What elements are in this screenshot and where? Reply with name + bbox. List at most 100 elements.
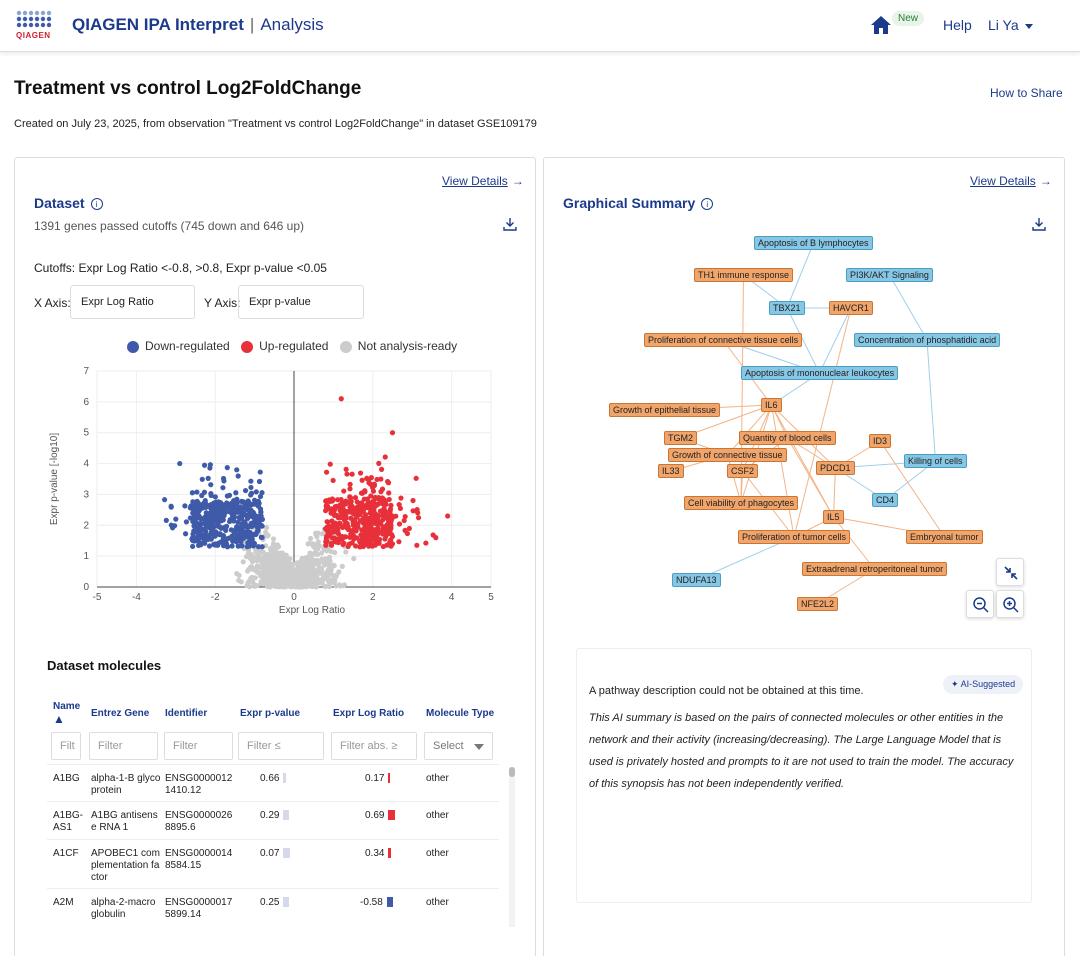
point-up (370, 512, 376, 518)
point-up (344, 471, 350, 477)
col-logratio[interactable]: Expr Log Ratio (333, 708, 405, 719)
network-node[interactable]: IL33 (658, 464, 684, 478)
network-node[interactable]: Apoptosis of B lymphocytes (754, 236, 873, 250)
legend-down[interactable]: Down-regulated (127, 339, 230, 353)
point-down (225, 544, 231, 550)
network-node[interactable]: ID3 (869, 434, 892, 448)
dataset-view-details-link[interactable]: View Details → (442, 174, 524, 188)
network-node[interactable]: Quantity of blood cells (739, 431, 836, 445)
cell-logratio: 0.69 (365, 810, 396, 822)
x-tick-label: 2 (370, 592, 376, 603)
point-down (256, 478, 263, 485)
graphical-view-details-link[interactable]: View Details → (970, 174, 1052, 188)
filter-entrez-input[interactable]: Filter (89, 732, 158, 760)
cell-logratio: -0.58 (360, 897, 393, 909)
filter-logratio-input[interactable]: Filter abs. ≥ (331, 732, 417, 760)
zoom-out-button[interactable] (966, 590, 994, 618)
network-node[interactable]: Cell viability of phagocytes (684, 496, 799, 510)
filter-identifier-input[interactable]: Filter (164, 732, 233, 760)
point-not-ready (308, 535, 314, 542)
pvalue-text: 0.07 (260, 848, 280, 859)
network-node[interactable]: NDUFA13 (672, 573, 721, 587)
filter-moltype-select[interactable]: Select (424, 732, 493, 760)
point-up (325, 524, 331, 531)
y-axis-select[interactable]: Expr p-value (238, 285, 364, 319)
network-node[interactable]: CD4 (872, 493, 899, 507)
network-node[interactable]: CSF2 (727, 464, 759, 478)
network-edge (727, 404, 772, 456)
point-not-ready (326, 554, 333, 561)
point-up (327, 498, 333, 505)
scrollbar-thumb[interactable] (509, 767, 515, 777)
point-down (234, 467, 240, 473)
point-up (349, 471, 355, 477)
point-down (198, 542, 204, 548)
network-node[interactable]: IL5 (823, 510, 844, 524)
table-scrollbar[interactable] (509, 767, 515, 927)
point-down (248, 507, 254, 513)
legend-down-label: Down-regulated (145, 339, 230, 353)
table-row[interactable]: A2M alpha-2-macroglobulin ENSG00000175899.… (47, 888, 499, 931)
point-down (235, 473, 241, 479)
point-not-ready (262, 574, 269, 580)
arrow-right-icon: → (1039, 174, 1052, 188)
network-edge (696, 536, 795, 581)
network-node[interactable]: HAVCR1 (829, 301, 873, 315)
point-up (414, 507, 420, 513)
home-icon[interactable] (870, 15, 892, 35)
volcano-plot[interactable]: -5 -4 -2 0 2 4 5 0 1 2 3 4 5 6 7 Expr Log Ratio Expr p-v… (37, 363, 507, 633)
qiagen-logo[interactable]: QIAGEN (16, 10, 54, 40)
user-menu[interactable]: Li Ya (988, 17, 1033, 33)
network-edge (786, 307, 820, 374)
col-moltype[interactable]: Molecule Type (426, 708, 495, 719)
point-up (375, 496, 381, 502)
table-row[interactable]: A1CF APOBEC1 complementation factor ENSG00… (47, 839, 499, 888)
network-node[interactable]: NFE2L2 (797, 597, 839, 611)
graphical-summary-title: Graphical Summary i (563, 195, 714, 211)
point-up (362, 514, 368, 520)
network-node[interactable]: Extraadrenal retroperitoneal tumor (802, 562, 948, 576)
zoom-in-button[interactable] (996, 590, 1024, 618)
new-badge: New (892, 11, 925, 26)
how-to-share-link[interactable]: How to Share (990, 86, 1063, 100)
network-node[interactable]: Apoptosis of mononuclear leukocytes (741, 366, 899, 380)
network-node[interactable]: Proliferation of connective tissue cells (644, 333, 803, 347)
point-not-ready (313, 550, 319, 556)
network-node[interactable]: TH1 immune response (694, 268, 794, 282)
fit-view-button[interactable] (996, 558, 1024, 586)
download-icon[interactable] (503, 217, 517, 231)
col-pvalue[interactable]: Expr p-value (240, 708, 301, 719)
point-down (242, 487, 249, 494)
col-name[interactable]: Name ▲ (53, 701, 80, 726)
app-name: QIAGEN IPA Interpret (72, 15, 244, 34)
x-axis-select[interactable]: Expr Log Ratio (70, 285, 195, 319)
filter-name-input[interactable]: Filt (51, 732, 81, 760)
col-identifier[interactable]: Identifier (165, 708, 208, 719)
network-node[interactable]: IL6 (761, 398, 782, 412)
point-not-ready (264, 564, 270, 571)
legend-na[interactable]: Not analysis-ready (339, 339, 457, 353)
select-label: Select (433, 740, 464, 752)
network-node[interactable]: Growth of epithelial tissue (609, 403, 721, 417)
help-link[interactable]: Help (943, 17, 972, 33)
network-node[interactable]: PI3K/AKT Signaling (846, 268, 933, 282)
info-icon[interactable]: i (90, 198, 103, 211)
legend-up[interactable]: Up-regulated (241, 339, 328, 353)
view-details-label: View Details (970, 174, 1036, 188)
network-node[interactable]: Killing of cells (904, 454, 967, 468)
x-axis-title: Expr Log Ratio (279, 605, 346, 616)
network-node[interactable]: Embryonal tumor (906, 530, 983, 544)
network-node[interactable]: Concentration of phosphatidic acid (854, 333, 1001, 347)
network-node[interactable]: TGM2 (664, 431, 698, 445)
network-node[interactable]: PDCD1 (816, 461, 855, 475)
network-node[interactable]: Growth of connective tissue (668, 448, 787, 462)
network-node[interactable]: Proliferation of tumor cells (738, 530, 851, 544)
network-graph[interactable]: Apoptosis of B lymphocytes TH1 immune res… (604, 228, 1034, 628)
download-icon[interactable] (1032, 217, 1046, 231)
col-entrez[interactable]: Entrez Gene (91, 708, 150, 719)
network-node[interactable]: TBX21 (769, 301, 805, 315)
table-row[interactable]: A1BG alpha-1-B glycoprotein ENSG0000012141… (47, 764, 499, 801)
info-icon[interactable]: i (701, 198, 714, 211)
table-row[interactable]: A1BG-AS1 A1BG antisense RNA 1 ENSG00000268… (47, 801, 499, 839)
filter-pvalue-input[interactable]: Filter ≤ (238, 732, 324, 760)
